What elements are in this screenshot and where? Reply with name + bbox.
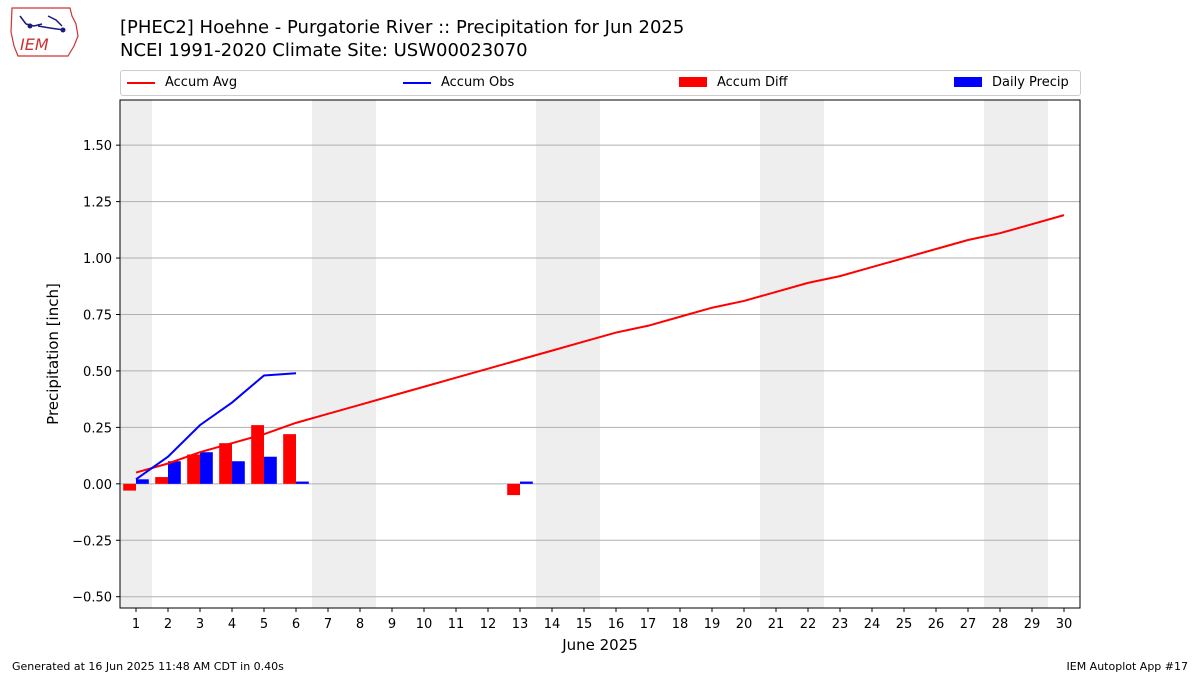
x-tick-label-1: 1 [132,617,140,632]
bar-daily-precip-day-2 [168,461,181,484]
x-tick-label-16: 16 [608,617,625,632]
x-tick-label-14: 14 [544,617,561,632]
x-axis-label: June 2025 [561,636,638,654]
x-tick-label-23: 23 [832,617,849,632]
weekend-band-28 [984,100,1016,608]
weekend-band-8 [344,100,376,608]
iem-logo: IEM [10,7,79,57]
bar-accum-diff-day-4 [219,443,232,484]
bar-series [123,425,533,496]
bar-accum-diff-day-2 [155,477,168,484]
x-tick-label-13: 13 [512,617,529,632]
bar-daily-precip-day-5 [264,456,277,484]
y-tick-label-7: 1.25 [83,196,112,211]
x-tick-label-6: 6 [292,617,300,632]
y-axis-ticks: −0.50 −0.25 0.00 0.25 0.50 0.75 1.00 1.25 1.50 [72,139,120,606]
weekend-band-21 [760,100,792,608]
weekend-band-14 [536,100,568,608]
bar-accum-diff-day-13 [507,483,520,496]
x-tick-label-21: 21 [768,617,785,632]
x-tick-label-29: 29 [1024,617,1041,632]
x-tick-label-15: 15 [576,617,593,632]
y-tick-label-1: −0.25 [72,534,112,549]
y-tick-label-0: −0.50 [72,591,112,606]
bar-daily-precip-day-3 [200,452,213,484]
y-tick-label-2: 0.00 [83,478,112,493]
legend-swatch-accum-diff [679,77,707,87]
chart-title: [PHEC2] Hoehne - Purgatorie River :: Pre… [120,17,685,38]
y-axis-label: Precipitation [inch] [44,283,62,425]
x-tick-label-30: 30 [1056,617,1073,632]
x-tick-label-11: 11 [448,617,465,632]
bar-daily-precip-day-4 [232,461,245,484]
y-tick-label-5: 0.75 [83,308,112,323]
legend-swatch-daily-precip [954,77,982,87]
x-axis-ticks: 1 2 3 4 5 6 7 8 9 10 11 12 13 14 15 16 17 18 19 20 21 22 23 24 2… [132,608,1072,632]
iem-logo-text: IEM [20,35,49,54]
bar-accum-diff-day-1 [123,483,136,491]
weekend-band-29 [1016,100,1048,608]
legend-label-accum-avg: Accum Avg [165,75,238,90]
x-tick-label-22: 22 [800,617,817,632]
x-tick-label-2: 2 [164,617,172,632]
chart-subtitle: NCEI 1991-2020 Climate Site: USW00023070 [120,40,528,61]
x-tick-label-8: 8 [356,617,364,632]
x-tick-label-19: 19 [704,617,721,632]
x-tick-label-17: 17 [640,617,657,632]
x-tick-label-12: 12 [480,617,497,632]
weekend-band-1 [120,100,152,608]
bar-accum-diff-day-6 [283,434,296,484]
y-tick-label-3: 0.25 [83,421,112,436]
legend-swatch-accum-obs [403,82,431,84]
x-tick-label-3: 3 [196,617,204,632]
weekend-band-15 [568,100,600,608]
legend-swatch-accum-avg [127,82,155,84]
x-tick-label-28: 28 [992,617,1009,632]
bar-accum-diff-day-3 [187,454,200,484]
plot-frame [119,99,1081,609]
x-tick-label-20: 20 [736,617,753,632]
x-tick-label-4: 4 [228,617,236,632]
x-tick-label-7: 7 [324,617,332,632]
legend-label-accum-obs: Accum Obs [441,75,515,90]
footer-app: IEM Autoplot App #17 [1066,660,1189,673]
legend-label-accum-diff: Accum Diff [717,75,788,90]
x-tick-label-26: 26 [928,617,945,632]
y-tick-label-6: 1.00 [83,252,112,267]
y-tick-label-4: 0.50 [83,365,112,380]
weekend-band-22 [792,100,824,608]
bar-accum-diff-day-5 [251,425,264,484]
weekend-band-7 [312,100,344,608]
x-tick-label-27: 27 [960,617,977,632]
bar-daily-precip-day-6 [296,481,309,484]
line-accum-avg [135,214,1065,474]
line-accum-obs [135,372,297,481]
x-tick-label-9: 9 [388,617,396,632]
x-tick-label-25: 25 [896,617,913,632]
y-tick-label-8: 1.50 [83,139,112,154]
bar-daily-precip-day-1 [136,479,149,484]
grid-lines [120,144,1080,598]
line-series [135,214,1065,481]
bar-daily-precip-day-13 [520,481,533,484]
x-tick-label-24: 24 [864,617,881,632]
x-tick-label-5: 5 [260,617,268,632]
x-tick-label-10: 10 [416,617,433,632]
x-tick-label-18: 18 [672,617,689,632]
legend-label-daily-precip: Daily Precip [992,75,1069,90]
weekend-shading [120,100,1048,608]
footer-generated: Generated at 16 Jun 2025 11:48 AM CDT in… [12,660,284,673]
legend: Accum Avg Accum Obs Accum Diff Daily Pre… [120,70,1081,96]
